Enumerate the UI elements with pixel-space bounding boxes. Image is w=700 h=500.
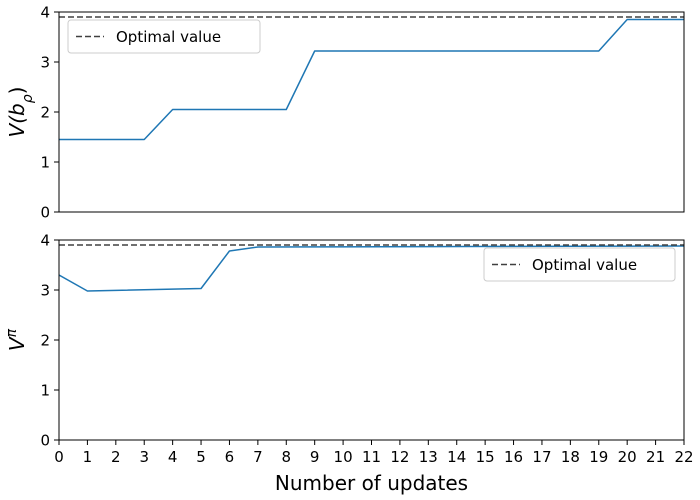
bottom-y-tick-label: 2 [40, 332, 50, 350]
bottom-x-ticks: 0 1 2 3 4 5 6 7 8 9 10 11 12 13 14 15 16 17 18 19 20 21 22 [54, 440, 694, 466]
bottom-x-tick-label: 20 [618, 448, 637, 466]
bottom-x-tick-label: 19 [589, 448, 608, 466]
top-y-ticks: 0 1 2 3 4 [40, 4, 59, 222]
bottom-x-tick-label: 12 [390, 448, 409, 466]
bottom-x-tick-label: 8 [281, 448, 291, 466]
top-series-layer [59, 16, 684, 141]
top-plot-area [59, 16, 684, 141]
bottom-x-tick-label: 3 [139, 448, 149, 466]
bottom-legend-label: Optimal value [532, 256, 637, 274]
bottom-y-tick-label: 0 [40, 432, 50, 450]
bottom-x-tick-label: 4 [168, 448, 178, 466]
bottom-x-tick-label: 7 [253, 448, 263, 466]
bottom-x-tick-label: 13 [419, 448, 438, 466]
bottom-x-tick-label: 17 [532, 448, 551, 466]
top-legend-label: Optimal value [116, 28, 221, 46]
bottom-x-tick-label: 18 [561, 448, 580, 466]
bottom-x-tick-label: 0 [54, 448, 64, 466]
top-y-tick-label: 3 [40, 54, 50, 72]
bottom-x-tick-label: 15 [476, 448, 495, 466]
bottom-y-ticks: 0 1 2 3 4 [40, 232, 59, 450]
bottom-x-tick-label: 6 [225, 448, 235, 466]
bottom-x-tick-label: 14 [447, 448, 466, 466]
bottom-x-tick-label: 16 [504, 448, 523, 466]
bottom-x-tick-label: 9 [310, 448, 320, 466]
top-y-tick-label: 0 [40, 204, 50, 222]
bottom-x-tick-label: 21 [646, 448, 665, 466]
top-y-tick-label: 2 [40, 104, 50, 122]
top-y-axis-label: V(bρ) [5, 87, 36, 138]
top-legend: Optimal value [67, 19, 261, 54]
top-series-line [59, 18, 684, 141]
top-y-tick-label: 4 [40, 4, 50, 22]
top-y-tick-label: 1 [40, 154, 50, 172]
bottom-legend: Optimal value [483, 247, 676, 282]
bottom-y-tick-label: 4 [40, 232, 50, 250]
bottom-x-tick-label: 11 [362, 448, 381, 466]
bottom-y-tick-label: 3 [40, 282, 50, 300]
bottom-legend-box [483, 247, 676, 282]
x-axis-label: Number of updates [275, 471, 468, 495]
top-legend-box [67, 19, 261, 54]
bottom-x-tick-label: 2 [111, 448, 121, 466]
top-value-plot: 0 1 2 3 4 V(bρ) Optimal value [5, 4, 685, 222]
bottom-plot-area [59, 244, 684, 292]
bottom-x-tick-label: 5 [196, 448, 206, 466]
bottom-x-tick-label: 10 [334, 448, 353, 466]
bottom-series-line [59, 245, 684, 292]
bottom-y-tick-label: 1 [40, 382, 50, 400]
bottom-y-axis-label: Vπ [4, 328, 29, 351]
bottom-x-tick-label: 1 [83, 448, 93, 466]
bottom-series-layer [59, 244, 684, 292]
bottom-x-tick-label: 22 [674, 448, 693, 466]
